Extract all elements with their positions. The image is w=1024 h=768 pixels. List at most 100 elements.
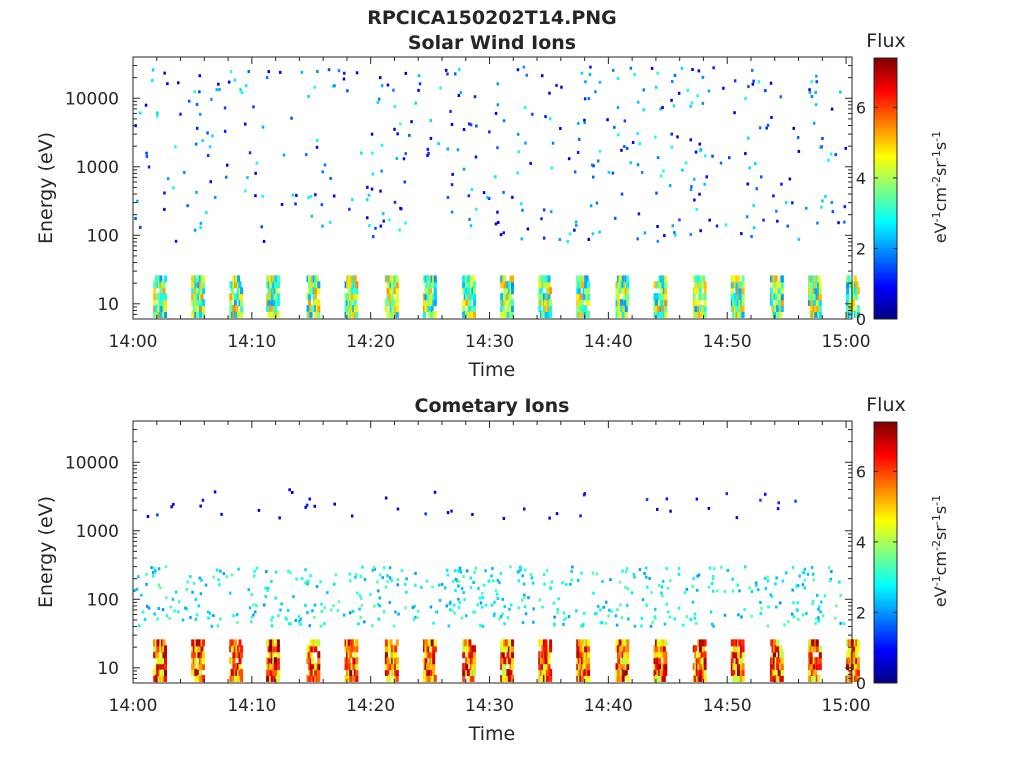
heatmap-cell [626,275,630,283]
heatmap-cell [344,305,348,312]
heatmap-cell [386,287,390,295]
heatmap-cell [653,657,657,665]
heatmap-cell [391,669,395,676]
heatmap-cell [294,619,298,622]
heatmap-cell [773,281,777,289]
x-tick-label: 14:10 [227,332,276,352]
heatmap-cell [539,639,543,647]
heatmap-cell [694,310,698,318]
heatmap-cell [306,611,309,615]
heatmap-cell [502,119,506,123]
heatmap-cell [801,583,805,587]
heatmap-cell [396,583,399,587]
heatmap-cell [270,674,274,682]
heatmap-cell [618,580,622,584]
heatmap-cell [780,657,784,665]
heatmap-cell [852,305,856,312]
heatmap-cell [844,146,847,150]
heatmap-cell [619,603,622,607]
heatmap-cell [355,657,359,665]
heatmap-cell [459,570,463,574]
heatmap-cell [197,639,201,647]
heatmap-cell [623,281,627,289]
heatmap-cell [157,310,161,318]
heatmap-cell [615,663,619,671]
heatmap-cell [432,310,436,318]
heatmap-cell [197,674,201,682]
heatmap-cell [197,281,201,289]
heatmap-cell [292,595,295,599]
heatmap-cell [314,293,318,301]
heatmap-cell [487,579,491,583]
heatmap-cell [693,177,696,181]
heatmap-cell [665,602,668,606]
heatmap-cell [270,299,274,307]
heatmap-cell [355,674,359,682]
heatmap-cell [661,594,664,598]
y-tick-label: 10000 [65,453,119,473]
heatmap-cell [469,651,473,659]
heatmap-cell [160,639,164,647]
heatmap-cell [238,651,242,659]
heatmap-cell [855,651,859,659]
heatmap-cell [386,574,389,578]
heatmap-cell [741,299,745,307]
heatmap-cell [577,281,581,289]
heatmap-cell [217,578,220,582]
heatmap-cell [408,133,411,137]
heatmap-cell [638,568,642,572]
heatmap-cell [194,142,198,146]
heatmap-cell [623,669,627,676]
heatmap-cell [653,310,657,318]
heatmap-cell [511,639,514,647]
heatmap-cell [195,305,199,312]
heatmap-cell [544,310,548,318]
heatmap-cell [202,674,205,682]
heatmap-cell [509,669,513,676]
heatmap-cell [219,569,222,573]
heatmap-cell [664,651,668,659]
heatmap-cell [200,293,204,301]
heatmap-cell [615,623,619,627]
heatmap-cell [232,663,236,671]
heatmap-cell [145,154,149,158]
heatmap-cell [371,151,374,155]
heatmap-cell [306,582,309,586]
heatmap-cell [424,305,428,312]
heatmap-cell [703,287,707,295]
heatmap-cell [829,577,832,581]
heatmap-cell [427,310,431,318]
heatmap-cell [664,657,668,665]
heatmap-cell [372,565,376,569]
heatmap-cell [573,170,577,174]
heatmap-cell [828,579,832,583]
heatmap-cell [728,156,731,160]
heatmap-cell [616,608,619,612]
heatmap-cell [697,651,701,659]
heatmap-cell [856,674,860,682]
heatmap-cell [732,281,736,289]
heatmap-cell [523,593,526,597]
heatmap-cell [751,68,754,72]
heatmap-cell [500,651,504,659]
heatmap-cell [809,305,813,312]
heatmap-cell [632,573,636,576]
heatmap-cell [404,71,408,75]
heatmap-cell [187,99,191,103]
heatmap-cell [557,597,560,601]
heatmap-cell [511,657,514,665]
heatmap-cell [276,281,280,289]
heatmap-cell [233,78,237,82]
heatmap-cell [698,674,702,682]
heatmap-cell [384,275,388,283]
heatmap-cell [796,601,799,605]
heatmap-cell [774,275,778,283]
heatmap-cell [184,606,187,610]
heatmap-cell [623,119,627,123]
heatmap-cell [486,195,489,199]
heatmap-cell [549,669,553,676]
heatmap-cell [429,605,433,609]
heatmap-cell [705,175,708,179]
heatmap-cell [245,84,248,88]
